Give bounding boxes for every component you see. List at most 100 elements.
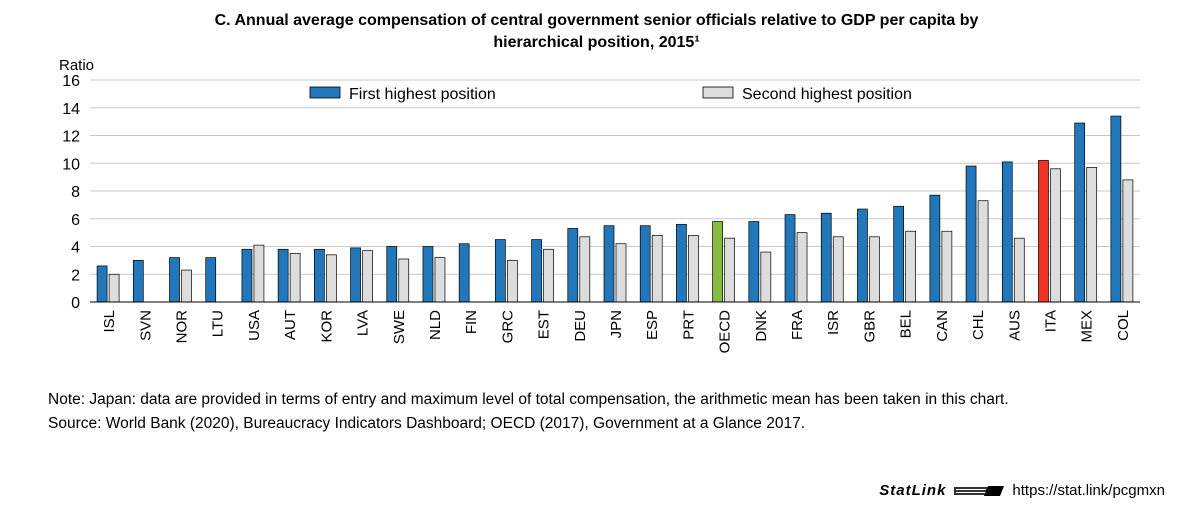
x-tick-label: FRA bbox=[789, 310, 806, 340]
x-tick-label: SWE bbox=[391, 310, 408, 344]
statlink-url[interactable]: https://stat.link/pcgmxn bbox=[1012, 482, 1165, 499]
x-tick-label: NLD bbox=[427, 310, 444, 340]
x-tick-label: OECD bbox=[717, 310, 734, 354]
x-tick-label: KOR bbox=[318, 310, 335, 343]
x-tick-label: CAN bbox=[934, 310, 951, 342]
chart-title-line-1: C. Annual average compensation of centra… bbox=[214, 12, 979, 29]
bar-second-deu bbox=[579, 236, 591, 303]
y-axis-label: Ratio bbox=[59, 57, 94, 74]
bar-first-fin bbox=[458, 243, 470, 303]
bar-second-ita bbox=[1050, 168, 1061, 303]
legend-swatch-first bbox=[309, 86, 341, 99]
bar-second-kor bbox=[325, 254, 337, 303]
chart-title: C. Annual average compensation of centra… bbox=[0, 10, 1193, 54]
bar-first-aut bbox=[277, 248, 289, 303]
bar-second-gbr bbox=[869, 236, 880, 303]
bar-first-lva bbox=[350, 247, 361, 303]
legend-label-second: Second highest position bbox=[742, 86, 912, 103]
x-tick-label: GRC bbox=[499, 310, 516, 344]
bar-first-oecd bbox=[712, 221, 723, 303]
bar-second-isl bbox=[108, 273, 120, 303]
x-tick-label: PRT bbox=[680, 310, 697, 340]
bar-first-usa bbox=[241, 248, 253, 303]
bar-second-usa bbox=[253, 244, 265, 303]
bar-first-ltu bbox=[205, 257, 217, 303]
y-tick-label: 4 bbox=[71, 240, 80, 257]
bar-second-oecd bbox=[724, 237, 735, 303]
bar-first-isr bbox=[820, 212, 832, 303]
chart-notes: Note: Japan: data are provided in terms … bbox=[48, 388, 1009, 436]
bar-second-aus bbox=[1013, 237, 1025, 303]
bar-second-can bbox=[941, 230, 953, 303]
bar-second-nld bbox=[434, 257, 446, 303]
y-tick-label: 16 bbox=[62, 73, 80, 90]
bar-first-col bbox=[1110, 115, 1122, 303]
x-tick-label: GBR bbox=[861, 310, 878, 343]
note-text: Note: Japan: data are provided in terms … bbox=[48, 391, 1009, 408]
x-tick-label: ISL bbox=[101, 310, 118, 333]
bar-first-can bbox=[929, 194, 941, 303]
x-tick-label: ESP bbox=[644, 310, 661, 340]
y-tick-label: 8 bbox=[71, 184, 80, 201]
y-tick-label: 6 bbox=[71, 212, 80, 229]
bar-first-deu bbox=[567, 228, 579, 303]
x-tick-label: BEL bbox=[898, 310, 915, 338]
legend: First highest position Second highest po… bbox=[309, 86, 912, 103]
x-tick-label: JPN bbox=[608, 310, 625, 338]
y-tick-label: 2 bbox=[71, 267, 80, 284]
x-tick-label: FIN bbox=[463, 310, 480, 334]
source-text: Source: World Bank (2020), Bureaucracy I… bbox=[48, 415, 806, 432]
statlink[interactable]: StatLink https://stat.link/pcgmxn bbox=[879, 482, 1165, 499]
bar-chart: 0 2 4 6 8 10 12 14 16 ISL SVN NOR LTU USA AUT KOR LVA SW… bbox=[59, 57, 1140, 354]
bar-first-dnk bbox=[748, 221, 760, 303]
x-tick-label: LVA bbox=[355, 310, 372, 336]
y-tick-label: 12 bbox=[62, 129, 80, 146]
bar-first-svn bbox=[132, 260, 144, 303]
y-tick-label: 0 bbox=[71, 295, 80, 312]
bar-second-jpn bbox=[615, 243, 627, 303]
bar-first-nld bbox=[422, 246, 434, 303]
bar-first-aus bbox=[1001, 161, 1013, 303]
x-tick-label: COL bbox=[1115, 310, 1132, 341]
x-axis: ISL SVN NOR LTU USA AUT KOR LVA SWE NLD FIN GRC EST D… bbox=[90, 301, 1140, 354]
bar-second-chl bbox=[977, 200, 989, 303]
bar-second-isr bbox=[832, 236, 844, 303]
bar-first-ita bbox=[1038, 160, 1049, 303]
bar-second-col bbox=[1122, 179, 1134, 303]
bar-first-esp bbox=[639, 225, 651, 303]
oecd-statlink-logo-icon bbox=[954, 485, 1005, 496]
bar-first-prt bbox=[676, 223, 687, 303]
x-tick-label: AUS bbox=[1006, 310, 1023, 341]
y-tick-label: 10 bbox=[62, 156, 80, 173]
bar-second-lva bbox=[362, 250, 373, 303]
bar-second-nor bbox=[181, 269, 192, 303]
x-tick-label: AUT bbox=[282, 310, 299, 340]
bar-second-fra bbox=[796, 232, 808, 303]
x-tick-label: ITA bbox=[1042, 310, 1059, 332]
bar-second-swe bbox=[398, 258, 410, 303]
bar-second-esp bbox=[651, 235, 663, 303]
bar-first-jpn bbox=[603, 225, 615, 303]
x-tick-label: DNK bbox=[753, 310, 770, 342]
chart-title-line-2: hierarchical position, 2015¹ bbox=[493, 34, 700, 51]
x-tick-label: EST bbox=[536, 310, 553, 339]
x-tick-label: NOR bbox=[174, 310, 191, 344]
bar-first-gbr bbox=[857, 208, 868, 303]
bar-second-bel bbox=[905, 230, 917, 303]
bar-first-fra bbox=[784, 214, 796, 303]
legend-swatch-second bbox=[702, 86, 734, 99]
bar-second-grc bbox=[507, 260, 518, 303]
bar-first-bel bbox=[893, 205, 905, 303]
bar-second-prt bbox=[688, 235, 699, 303]
x-tick-label: SVN bbox=[137, 310, 154, 341]
bar-first-isl bbox=[96, 265, 108, 303]
x-tick-label: MEX bbox=[1079, 310, 1096, 343]
x-tick-label: USA bbox=[246, 310, 263, 341]
bar-first-grc bbox=[495, 239, 506, 303]
y-axis: 0 2 4 6 8 10 12 14 16 bbox=[62, 73, 80, 312]
bar-first-swe bbox=[386, 246, 398, 303]
x-tick-label: LTU bbox=[210, 310, 227, 337]
x-tick-label: ISR bbox=[825, 310, 842, 335]
bar-first-chl bbox=[965, 165, 977, 303]
legend-label-first: First highest position bbox=[349, 86, 496, 103]
